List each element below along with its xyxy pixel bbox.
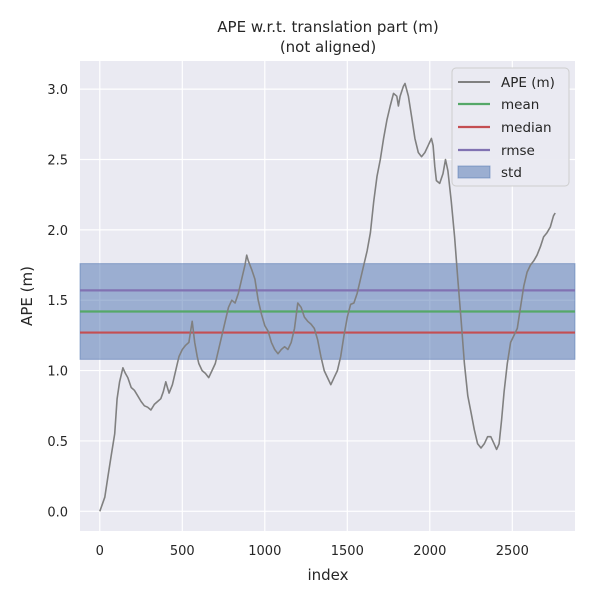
stat-lines [80,289,575,334]
legend-label-median: median [501,120,552,136]
chart-subtitle: (not aligned) [280,38,376,56]
ape-series-group [99,82,556,512]
y-tick-label: 2.0 [47,224,68,239]
chart-title: APE w.r.t. translation part (m) [217,18,438,36]
y-tick-label: 0.0 [47,505,68,520]
x-tick-label: 1000 [248,544,281,559]
legend-label-mean: mean [501,97,539,113]
x-axis-label: index [307,566,348,584]
legend-label-rmse: rmse [501,143,535,159]
y-tick-label: 2.5 [47,154,68,169]
y-tick-label: 3.0 [47,83,68,98]
x-tick-label: 1500 [331,544,364,559]
legend-swatch-std [457,165,491,179]
y-axis-label: APE (m) [18,266,36,326]
y-tick-labels: 0.0 0.5 1.0 1.5 2.0 2.5 3.0 [47,83,68,520]
y-tick-label: 0.5 [47,435,68,450]
x-tick-label: 2000 [413,544,446,559]
x-tick-labels: 0 500 1000 1500 2000 2500 [96,544,529,559]
legend-label-std: std [501,165,522,181]
x-tick-label: 0 [96,544,104,559]
ape-line [99,82,556,512]
y-tick-label: 1.5 [47,294,68,309]
legend-box [451,67,570,187]
legend-label-ape: APE (m) [501,75,555,91]
y-tick-label: 1.0 [47,365,68,380]
x-tick-label: 500 [170,544,195,559]
legend: APE (m) mean median rmse std [451,67,570,187]
x-tick-label: 2500 [496,544,529,559]
